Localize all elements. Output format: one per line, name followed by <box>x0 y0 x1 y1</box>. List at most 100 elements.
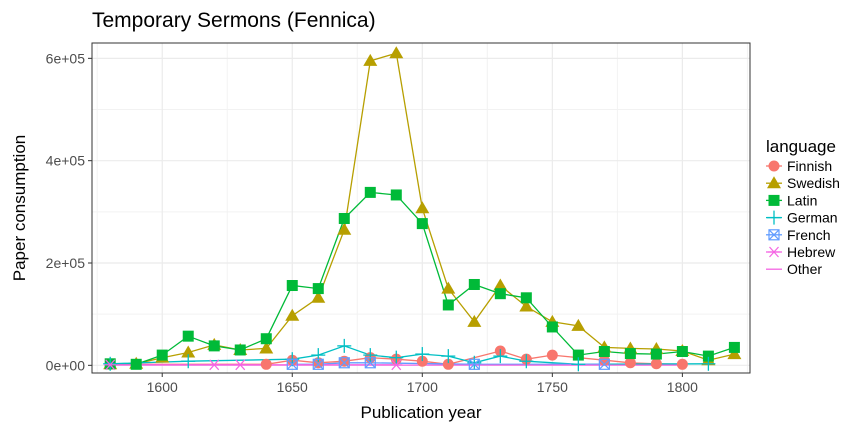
legend-key-marker-german <box>767 210 781 225</box>
data-point-swedish <box>415 201 430 214</box>
grid-minor <box>92 43 750 373</box>
series-markers <box>103 46 742 372</box>
data-point-french-d2 <box>364 357 376 369</box>
series-line-finnish <box>110 350 683 365</box>
data-point-swedish <box>493 278 508 291</box>
x-tick-label: 1750 <box>537 379 568 395</box>
data-point-french-box <box>312 358 324 370</box>
data-point-hebrew <box>104 359 117 371</box>
data-point-hebrew <box>234 359 247 371</box>
data-point-german <box>701 356 716 371</box>
legend-label-swedish: Swedish <box>787 175 840 191</box>
data-point-french <box>468 358 480 370</box>
legend-key-marker-finnish <box>768 160 780 172</box>
y-axis: 0e+00 2e+05 4e+05 6e+05 <box>46 50 92 373</box>
data-point-latin <box>260 333 272 345</box>
data-point-french-box <box>598 358 610 370</box>
data-point-french <box>364 357 376 369</box>
legend-label-latin: Latin <box>787 192 817 208</box>
data-point-french <box>312 358 324 370</box>
y-tick-label: 6e+05 <box>46 50 86 66</box>
legend-label-french: French <box>787 227 831 243</box>
data-point-finnish <box>260 358 272 370</box>
data-point-latin <box>624 348 636 360</box>
data-point-french <box>338 357 350 369</box>
data-point-latin <box>468 278 480 290</box>
data-point-latin <box>338 212 350 224</box>
data-point-french-d2 <box>598 358 610 370</box>
data-point-finnish <box>338 355 350 367</box>
data-point-swedish <box>259 341 274 354</box>
data-point-latin <box>130 358 142 370</box>
data-point-latin <box>416 218 428 230</box>
legend-key-marker-latin <box>768 194 780 206</box>
data-point-latin <box>364 186 376 198</box>
data-point-german <box>415 347 430 362</box>
legend-item-french: French <box>766 227 831 243</box>
data-point-swedish <box>467 314 482 327</box>
data-point-finnish <box>676 358 688 370</box>
data-point-latin <box>234 344 246 356</box>
data-point-latin <box>182 330 194 342</box>
data-point-latin <box>208 340 220 352</box>
legend-title: language <box>766 137 836 156</box>
x-axis-label: Publication year <box>361 403 482 422</box>
data-point-hebrew-c <box>391 359 402 371</box>
data-point-hebrew-c <box>209 359 220 371</box>
data-point-french <box>286 358 298 370</box>
x-tick-label: 1700 <box>407 379 438 395</box>
legend-key-marker-french-box <box>768 229 780 241</box>
data-point-swedish <box>337 222 352 235</box>
x-tick-label: 1600 <box>147 379 178 395</box>
data-point-french-box <box>364 357 376 369</box>
data-point-latin <box>286 280 298 292</box>
y-tick-label: 2e+05 <box>46 255 86 271</box>
data-point-german <box>181 354 196 369</box>
legend-key-marker-french-d2 <box>768 229 780 241</box>
plot-border <box>91 42 751 374</box>
legend-item-german: German <box>766 210 838 226</box>
data-point-latin <box>312 283 324 295</box>
data-point-latin <box>702 350 714 362</box>
legend-item-latin: Latin <box>766 192 817 208</box>
y-axis-label: Paper consumption <box>10 135 29 281</box>
data-point-german <box>441 349 456 364</box>
data-point-german <box>493 349 508 364</box>
data-point-german <box>519 354 534 369</box>
data-point-latin <box>520 292 532 304</box>
legend-label-german: German <box>787 210 838 226</box>
data-point-swedish <box>285 308 300 321</box>
x-axis: 1600 1650 1700 1750 1800 <box>147 373 698 395</box>
data-point-latin <box>494 288 506 300</box>
chart-title: Temporary Sermons (Fennica) <box>92 9 376 32</box>
data-point-swedish <box>441 281 456 294</box>
data-point-swedish <box>181 345 196 358</box>
data-point-french-box <box>468 358 480 370</box>
legend-item-other: Other <box>766 261 822 277</box>
data-point-german <box>571 357 586 372</box>
data-point-latin <box>156 349 168 361</box>
data-point-swedish <box>363 53 378 66</box>
data-point-swedish <box>311 290 326 303</box>
y-tick-label: 4e+05 <box>46 153 86 169</box>
data-point-german <box>389 350 404 365</box>
data-point-finnish <box>598 354 610 366</box>
data-point-french-box <box>286 358 298 370</box>
data-point-hebrew-c <box>105 359 116 371</box>
data-point-german <box>337 338 352 353</box>
data-point-finnish <box>312 357 324 369</box>
data-point-french-d2 <box>312 358 324 370</box>
data-point-french <box>598 358 610 370</box>
data-point-french-d2 <box>286 358 298 370</box>
data-point-french-d2 <box>468 358 480 370</box>
legend-item-finnish: Finnish <box>766 158 832 174</box>
data-point-hebrew-c <box>235 359 246 371</box>
legend-key-marker-hebrew <box>768 246 780 258</box>
data-point-german <box>103 356 118 371</box>
data-point-swedish <box>519 299 534 312</box>
legend-key-marker-french <box>768 229 780 241</box>
data-point-latin <box>546 321 558 333</box>
